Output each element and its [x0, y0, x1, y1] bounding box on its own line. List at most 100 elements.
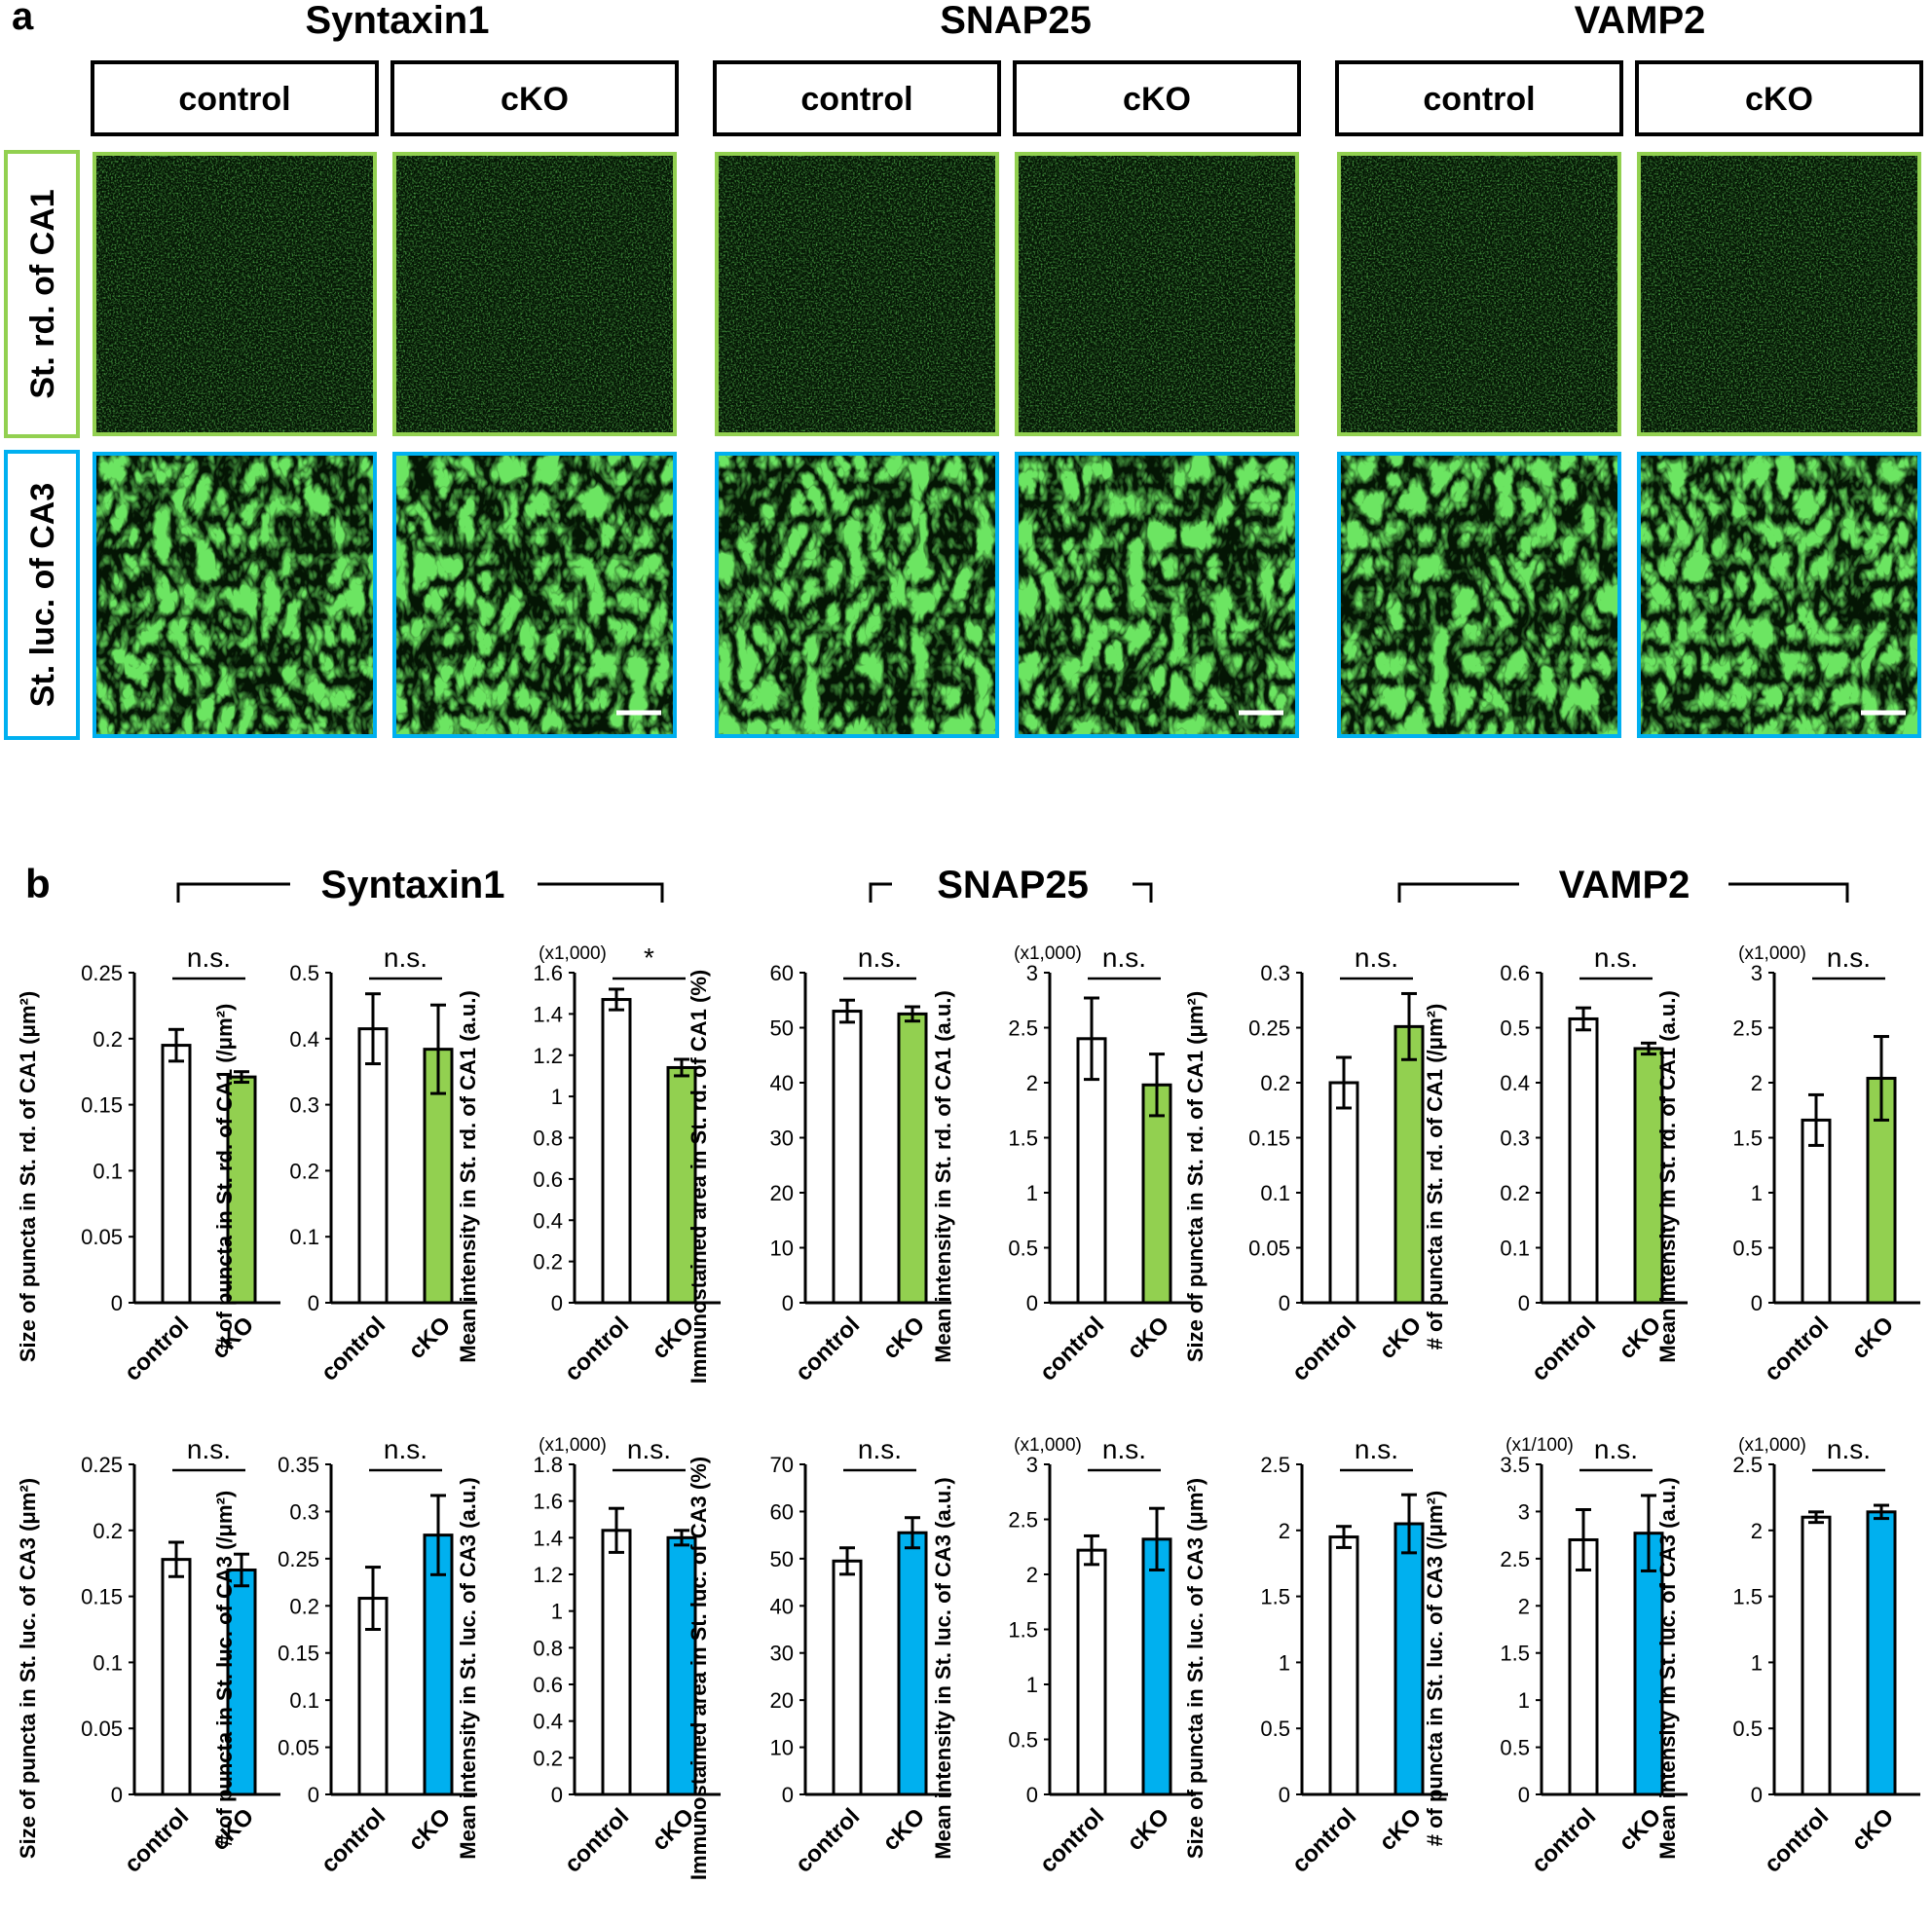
- y-tick-label: 0: [1026, 1291, 1038, 1315]
- y-tick-label: 0.5: [1260, 1717, 1290, 1741]
- bar-control: [1568, 1016, 1599, 1305]
- condition-box-cko: [1635, 60, 1923, 136]
- y-tick-label: 0: [782, 1783, 794, 1807]
- y-tick-label: 0.2: [93, 1027, 123, 1052]
- y-tick-label: 0.15: [81, 1585, 123, 1609]
- y-tick-label: 0.05: [278, 1736, 319, 1760]
- micrograph-border: [715, 452, 999, 738]
- chart-2: 0 0.1 0.2 0.3 0.4 0.5 # of puncta in St. rd. o…: [212, 942, 477, 1386]
- bar-control: [1568, 1537, 1599, 1796]
- y-axis-label: Size of puncta in St. luc. of CA3 (μm²): [16, 1478, 40, 1859]
- micrograph-border: [1015, 152, 1299, 436]
- bar-cko: [1141, 1537, 1172, 1796]
- y-tick-label: 0.05: [81, 1225, 123, 1249]
- y-tick-label: 20: [770, 1688, 794, 1713]
- chart-4: 0 10 20 30 40 50 60 Immunostained area in St. r…: [687, 942, 951, 1386]
- category-label-cko: cKO: [1122, 1803, 1174, 1856]
- y-tick-label: 0: [111, 1291, 123, 1315]
- micrograph-border: [392, 452, 677, 738]
- category-label-control: control: [316, 1311, 391, 1386]
- y-tick-label: 0: [1518, 1291, 1530, 1315]
- chart-16: 0 0.5 1 1.5 2 2.5(x1,000) Mean intensity in St…: [1655, 1434, 1920, 1878]
- y-tick-label: 40: [770, 1594, 794, 1618]
- bar-control: [1801, 1515, 1832, 1796]
- chart-12: 0 10 20 30 40 50 60 70 Immunostained area in St.…: [687, 1434, 951, 1880]
- y-axis-label: Mean intensity in St. rd. of CA1 (a.u.): [931, 990, 955, 1363]
- y-tick-label: 0.6: [533, 1673, 563, 1697]
- y-tick-label: 2.5: [1732, 1016, 1763, 1041]
- y-tick-label: 0.1: [93, 1159, 123, 1183]
- category-label-control: control: [316, 1803, 391, 1878]
- significance-label: n.s.: [1594, 942, 1638, 973]
- y-tick-label: 20: [770, 1181, 794, 1205]
- significance-label: n.s.: [858, 1434, 902, 1464]
- y-tick-label: 2: [1751, 1071, 1763, 1095]
- y-tick-label: 0.3: [1500, 1127, 1530, 1151]
- y-tick-label: 30: [770, 1127, 794, 1151]
- y-tick-label: 1: [1751, 1181, 1763, 1205]
- y-tick-label: 0.4: [533, 1710, 563, 1734]
- bar-control: [601, 998, 632, 1305]
- condition-box-cko: [390, 60, 679, 136]
- micrograph-texture: [93, 452, 377, 738]
- category-label-cko: cKO: [1846, 1803, 1899, 1856]
- significance-label: n.s.: [384, 942, 427, 973]
- micrograph-texture: [1637, 152, 1921, 436]
- y-tick-label: 3.5: [1500, 1453, 1530, 1477]
- y-axis-label: Mean intensity in St. luc. of CA3 (a.u.): [931, 1477, 955, 1859]
- micrograph-border: [392, 152, 677, 436]
- category-label-cko: cKO: [1122, 1311, 1174, 1364]
- panel-b-charts: 0 0.05 0.1 0.15 0.2 0.25 Size of puncta in St.…: [16, 942, 1920, 1880]
- micrograph-border: [1015, 452, 1299, 738]
- row-label: St. rd. of CA1: [24, 189, 61, 398]
- micrograph-border: [93, 152, 377, 436]
- chart-7: 0 0.1 0.2 0.3 0.4 0.5 0.6 # of puncta in St. rd…: [1423, 942, 1688, 1386]
- row-label-box: [4, 450, 80, 740]
- y-tick-label: 2.5: [1008, 1016, 1038, 1041]
- y-tick-label: 0.25: [81, 961, 123, 985]
- category-label-cko: cKO: [403, 1803, 456, 1856]
- axis-multiplier: (x1,000): [539, 1435, 607, 1456]
- y-tick-label: 1.5: [1732, 1127, 1763, 1151]
- bar-control: [832, 1010, 863, 1305]
- y-tick-label: 0: [308, 1783, 319, 1807]
- y-tick-label: 0.3: [289, 1093, 319, 1118]
- category-label-cko: cKO: [403, 1311, 456, 1364]
- y-tick-label: 40: [770, 1071, 794, 1095]
- y-tick-label: 3: [1026, 1453, 1038, 1477]
- micrograph-border: [1337, 452, 1621, 738]
- group-title-snap25: SNAP25: [937, 864, 1089, 906]
- y-tick-label: 0.2: [533, 1746, 563, 1770]
- bar-cko: [1393, 1522, 1425, 1796]
- chart-5: 0 0.5 1 1.5 2 2.5 3(x1,000) Mean intensity in S…: [931, 942, 1196, 1386]
- category-label-control: control: [1760, 1803, 1835, 1878]
- axis-multiplier: (x1,000): [1738, 1435, 1806, 1456]
- bar-cko: [1141, 1083, 1172, 1305]
- y-tick-label: 2.5: [1732, 1453, 1763, 1477]
- y-tick-label: 0.25: [81, 1453, 123, 1477]
- bar-cko: [226, 1568, 257, 1796]
- y-tick-label: 1.2: [533, 1044, 563, 1068]
- y-tick-label: 1.4: [533, 1002, 563, 1026]
- row-label-box: [4, 150, 80, 438]
- y-tick-label: 0.3: [289, 1499, 319, 1524]
- y-tick-label: 1: [551, 1085, 563, 1109]
- category-label-control: control: [120, 1803, 195, 1878]
- y-tick-label: 0.5: [1732, 1237, 1763, 1261]
- y-tick-label: 1.5: [1260, 1585, 1290, 1609]
- chart-1: 0 0.05 0.1 0.15 0.2 0.25 Size of puncta in St.…: [16, 942, 280, 1386]
- category-label-control: control: [1287, 1803, 1362, 1878]
- bar-control: [601, 1529, 632, 1796]
- y-tick-label: 0: [308, 1291, 319, 1315]
- bar-control: [1801, 1118, 1832, 1305]
- y-tick-label: 2.5: [1260, 1453, 1290, 1477]
- y-axis-label: # of puncta in St. luc. of CA3 (/μm²): [1423, 1491, 1447, 1846]
- y-tick-label: 0: [1279, 1783, 1290, 1807]
- bar-control: [832, 1559, 863, 1796]
- bar-control: [1076, 1037, 1107, 1305]
- y-tick-label: 3: [1518, 1499, 1530, 1524]
- y-tick-label: 0: [551, 1291, 563, 1315]
- y-tick-label: 1.2: [533, 1563, 563, 1587]
- y-axis-label: Immunostained area in St. luc. of CA3 (%…: [687, 1457, 711, 1880]
- significance-label: n.s.: [1102, 942, 1146, 973]
